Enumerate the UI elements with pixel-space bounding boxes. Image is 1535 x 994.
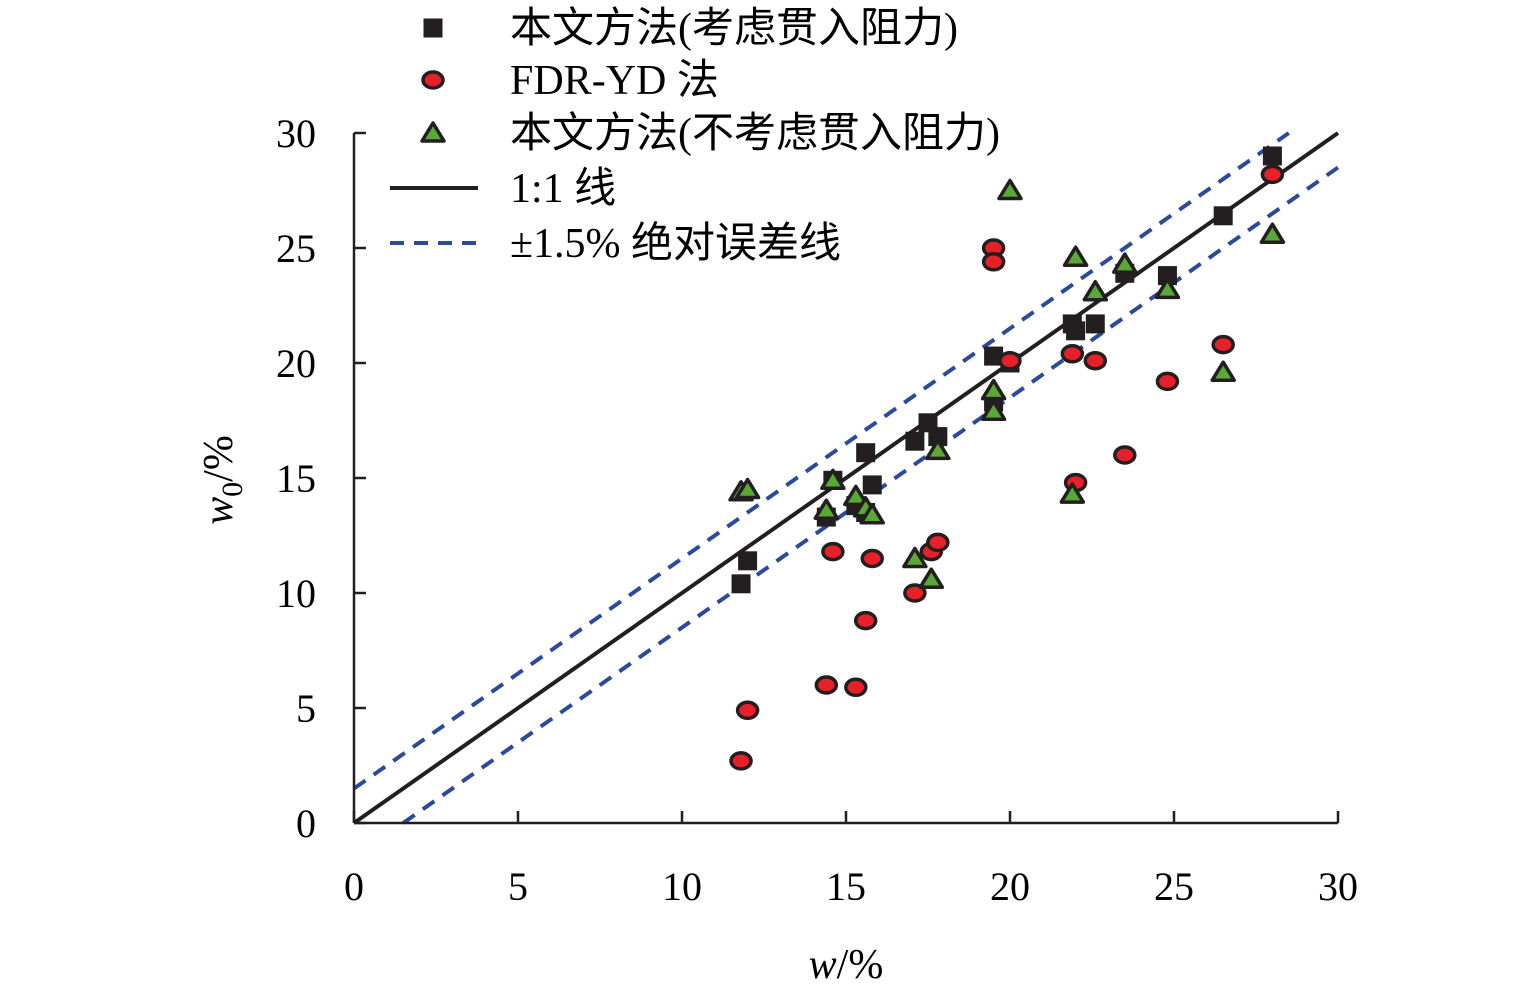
- one-to-one-line: [352, 131, 1340, 825]
- circle-data-point: [814, 675, 839, 695]
- circle-data-point: [860, 548, 884, 569]
- square-data-point: [856, 443, 876, 463]
- square-data-point: [862, 475, 882, 495]
- data-markers: [728, 146, 1286, 771]
- y-axis-ticks: 0 5 10 15 20 25 30: [276, 111, 366, 846]
- circle-data-point: [821, 541, 845, 562]
- x-tick-label: 10: [662, 864, 702, 909]
- circle-data-point: [1060, 344, 1085, 364]
- x-tick-label: 15: [826, 864, 866, 909]
- legend-label: 1:1 线: [510, 166, 616, 212]
- circle-data-point: [903, 583, 927, 603]
- square-data-point: [1262, 146, 1282, 166]
- x-tick-label: 0: [344, 864, 364, 909]
- x-tick-label: 25: [1154, 864, 1194, 909]
- circle-data-point: [1260, 164, 1285, 185]
- square-data-point: [731, 574, 751, 594]
- circle-data-point: [926, 532, 950, 553]
- x-tick-label: 5: [508, 864, 528, 909]
- y-tick-label: 15: [276, 456, 316, 501]
- square-data-point: [1213, 206, 1233, 226]
- circle-data-point: [735, 700, 760, 721]
- triangle-data-point: [902, 546, 928, 569]
- x-axis-ticks: 0 5 10 15 20 25 30: [344, 811, 1358, 909]
- legend-triangle-icon: [420, 121, 446, 143]
- triangle-data-point: [997, 178, 1023, 201]
- legend-circle-icon: [421, 70, 445, 90]
- circle-data-point: [1113, 445, 1137, 465]
- y-tick-label: 20: [276, 341, 316, 386]
- square-data-point: [738, 551, 758, 571]
- circle-data-point: [844, 677, 868, 698]
- square-data-point: [1066, 321, 1086, 341]
- x-tick-label: 20: [990, 864, 1030, 909]
- square-data-point: [905, 431, 925, 451]
- circle-data-point: [1155, 371, 1180, 392]
- triangle-data-point: [980, 378, 1007, 401]
- legend-label: 本文方法(考虑贯入阻力): [510, 5, 958, 52]
- triangle-data-point: [918, 567, 945, 589]
- triangle-data-point: [859, 503, 885, 525]
- triangle-data-point: [1259, 222, 1286, 244]
- triangle-data-point: [1062, 245, 1089, 267]
- legend-label: 本文方法(不考虑贯入阻力): [510, 110, 1000, 157]
- triangle-data-point: [813, 498, 840, 520]
- circle-data-point: [1083, 350, 1108, 371]
- triangle-data-point: [734, 477, 761, 500]
- circle-data-point: [981, 252, 1006, 272]
- legend-label: ±1.5% 绝对误差线: [510, 220, 841, 267]
- triangle-data-point: [820, 468, 846, 491]
- x-tick-label: 30: [1318, 864, 1358, 909]
- y-tick-label: 30: [276, 111, 316, 156]
- square-data-point: [1085, 314, 1105, 334]
- triangle-data-point: [1154, 277, 1181, 300]
- circle-data-point: [1211, 334, 1235, 355]
- circle-data-point: [729, 751, 753, 771]
- legend-square-icon: [423, 18, 443, 38]
- y-tick-label: 10: [276, 571, 316, 616]
- triangle-data-point: [1082, 279, 1109, 302]
- legend-label: FDR-YD 法: [510, 58, 719, 104]
- x-axis-title: w/%: [809, 942, 884, 988]
- y-tick-label: 25: [276, 226, 316, 271]
- y-axis-title: w0/%: [196, 435, 249, 525]
- y-tick-label: 5: [296, 686, 316, 731]
- triangle-data-point: [1059, 482, 1086, 504]
- triangle-data-point: [1210, 360, 1236, 382]
- triangle-data-point: [925, 438, 951, 461]
- circle-data-point: [998, 350, 1022, 371]
- triangle-data-point: [843, 484, 869, 507]
- y-tick-label: 0: [296, 801, 316, 846]
- plot-lines: [352, 131, 1340, 825]
- triangle-data-point: [1112, 252, 1138, 274]
- circle-data-point: [853, 610, 878, 631]
- triangle-data-point: [980, 399, 1007, 422]
